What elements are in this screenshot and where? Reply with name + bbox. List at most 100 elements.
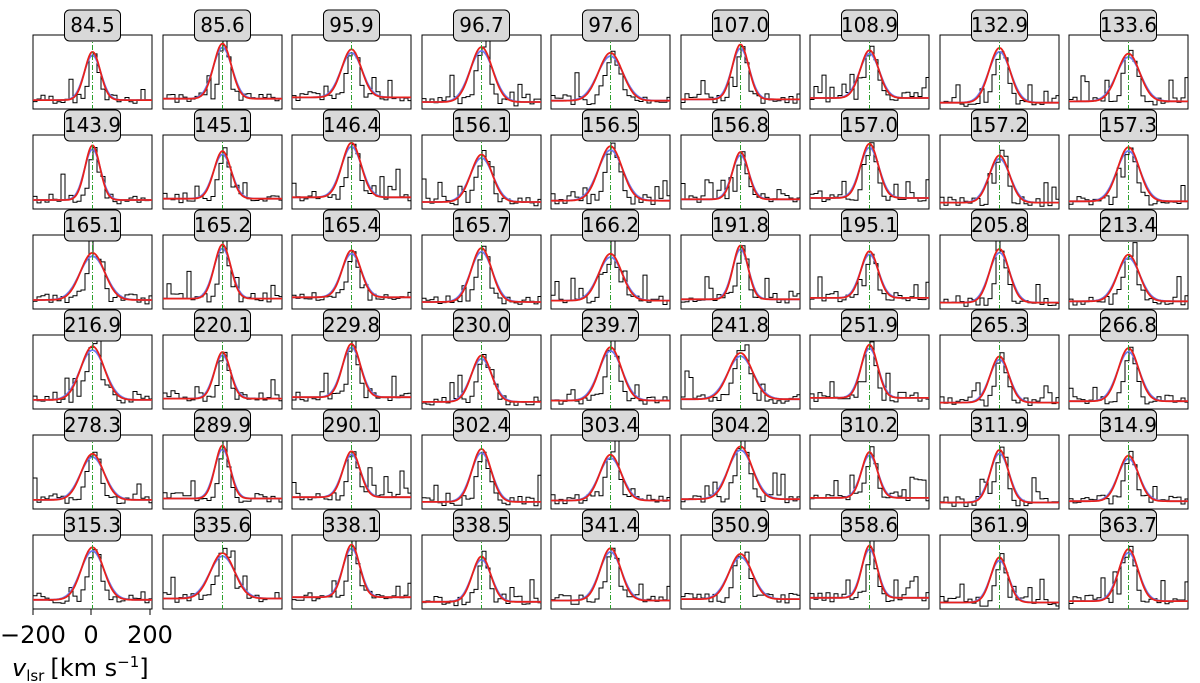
panel-label: 145.1: [194, 113, 251, 137]
panel-label-box: [712, 309, 769, 342]
panel-label-box: [582, 209, 639, 242]
spectrum-panel: 157.2: [939, 109, 1060, 210]
panel-label: 341.4: [582, 513, 639, 537]
panel-label-box: [712, 9, 769, 42]
panel-label: 97.6: [588, 13, 633, 37]
panel-label-box: [582, 9, 639, 42]
spectrum-panel: 145.1: [162, 109, 283, 210]
panel-grid: 84.5 85.6 95.9 96.7 97.6 107.0 108.9 132.9 133.6…: [32, 9, 1189, 610]
panel-label-box: [453, 509, 510, 542]
panel-label-box: [712, 509, 769, 542]
fit-red: [810, 142, 929, 199]
panel-label: 303.4: [582, 413, 639, 437]
observed-spectrum: [551, 235, 670, 305]
panel-label-box: [582, 309, 639, 342]
fit-red: [163, 42, 282, 100]
observed-spectrum: [940, 553, 1059, 607]
panel-label: 205.8: [971, 213, 1028, 237]
panel-label: 241.8: [712, 313, 769, 337]
panel-label: 156.1: [453, 113, 510, 137]
panel-label-box: [582, 509, 639, 542]
panel-label-box: [64, 9, 121, 42]
spectrum-panel: 165.7: [421, 209, 542, 310]
panel-label-box: [712, 109, 769, 142]
observed-spectrum: [551, 335, 670, 405]
panel-label-box: [323, 309, 380, 342]
spectrum-panel: 241.8: [680, 309, 801, 410]
panel-label: 146.4: [323, 113, 380, 137]
spectrum-panel: 230.0: [421, 309, 542, 410]
panel-label: 216.9: [64, 313, 121, 337]
observed-spectrum: [681, 344, 800, 404]
panel-label: 157.3: [1100, 113, 1157, 137]
panel-label-box: [841, 509, 898, 542]
panel-label-box: [323, 509, 380, 542]
panel-label: 166.2: [582, 213, 639, 237]
panel-label-box: [1100, 409, 1157, 442]
panel-label-box: [323, 109, 380, 142]
panel-label-box: [64, 309, 121, 342]
fit-red: [810, 49, 929, 99]
panel-label-box: [971, 9, 1028, 42]
panel-label-box: [712, 209, 769, 242]
panel-label: 350.9: [712, 513, 769, 537]
panel-label-box: [194, 509, 251, 542]
panel-label: 338.5: [453, 513, 510, 537]
panel-label: 85.6: [200, 13, 245, 37]
panel-label: 157.2: [971, 113, 1028, 137]
panel-label: 191.8: [712, 213, 769, 237]
panel-label-box: [841, 9, 898, 42]
panel-label: 311.9: [971, 413, 1028, 437]
spectrum-panel: 97.6: [550, 9, 671, 110]
x-tick-label-left: −200: [0, 621, 66, 649]
observed-spectrum: [292, 143, 411, 202]
fit-red: [292, 543, 411, 599]
panel-label: 220.1: [194, 313, 251, 337]
panel-label: 361.9: [971, 513, 1028, 537]
spectrum-panel: 266.8: [1068, 309, 1189, 410]
panel-label: 358.6: [841, 513, 898, 537]
spectrum-panel: 302.4: [421, 409, 542, 510]
panel-label-box: [453, 9, 510, 42]
panel-label-box: [323, 409, 380, 442]
panel-label: 265.3: [971, 313, 1028, 337]
spectrum-panel: 146.4: [291, 109, 412, 210]
spectrum-panel: 132.9: [939, 9, 1060, 110]
panel-label: 132.9: [971, 13, 1028, 37]
panel-label: 338.1: [323, 513, 380, 537]
spectrum-panel: 85.6: [162, 9, 283, 110]
panel-label-box: [971, 309, 1028, 342]
spectrum-panel: 143.9: [32, 109, 153, 210]
panel-label-box: [712, 409, 769, 442]
panel-label-box: [453, 309, 510, 342]
panel-label: 165.1: [64, 213, 121, 237]
fit-red: [292, 450, 411, 499]
panel-label-box: [841, 109, 898, 142]
panel-label-box: [841, 309, 898, 342]
panel-label: 315.3: [64, 513, 121, 537]
panel-label: 156.8: [712, 113, 769, 137]
x-axis-label: vlsr [km s−1]: [12, 653, 149, 683]
fit-red: [163, 150, 282, 200]
panel-label-box: [194, 409, 251, 442]
spectrum-panel: 165.2: [162, 209, 283, 310]
panel-label-box: [64, 409, 121, 442]
spectrum-panel: 165.1: [32, 209, 153, 310]
spectrum-panel: 290.1: [291, 409, 412, 510]
spectrum-panel: 108.9: [809, 9, 930, 110]
observed-spectrum: [292, 52, 411, 102]
spectrum-panel: 107.0: [680, 9, 801, 110]
panel-label-box: [841, 409, 898, 442]
panel-label: 156.5: [582, 113, 639, 137]
panel-label-box: [1100, 209, 1157, 242]
panel-label: 165.4: [323, 213, 380, 237]
panel-label-box: [1100, 109, 1157, 142]
observed-spectrum: [292, 339, 411, 402]
spectrum-panel: 335.6: [162, 509, 283, 610]
spectrum-panel: 95.9: [291, 9, 412, 110]
panel-label: 96.7: [459, 13, 504, 37]
panel-label-box: [194, 9, 251, 42]
spectrum-panel: 166.2: [550, 209, 671, 310]
spectrum-panel: 96.7: [421, 9, 542, 110]
x-axis: −200 0 200 vlsr [km s−1]: [0, 609, 173, 683]
